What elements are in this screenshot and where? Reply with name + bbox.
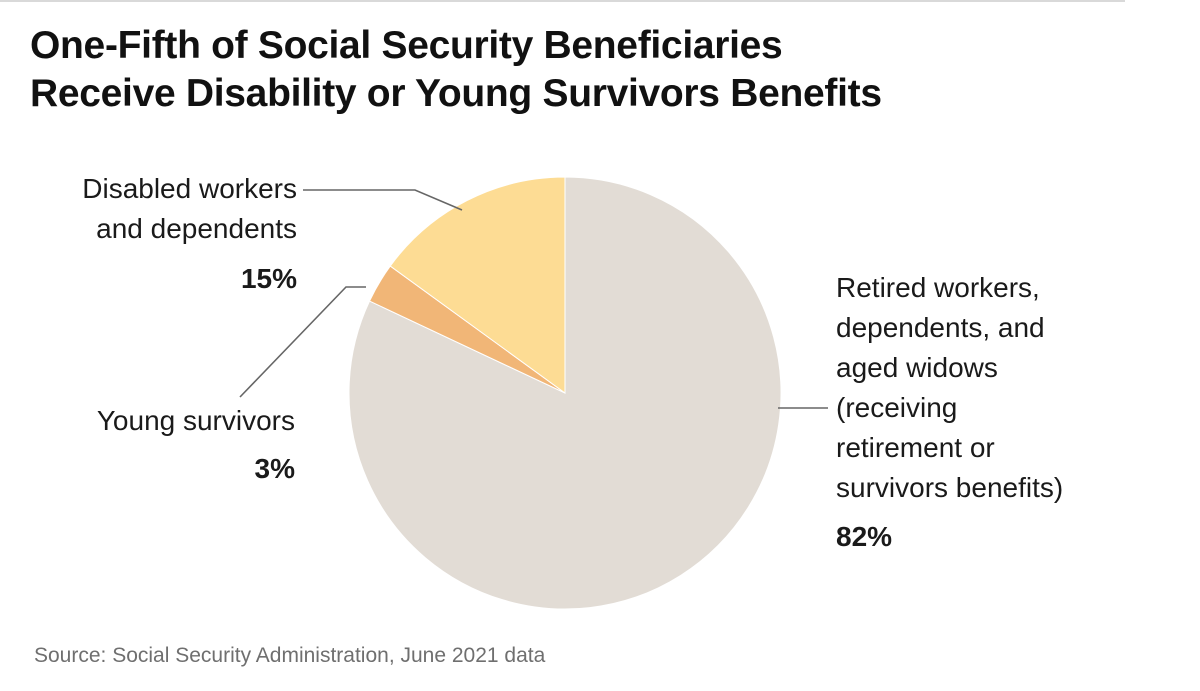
chart-title: One-Fifth of Social Security Beneficiari… — [30, 22, 1130, 118]
pie-slice-retired — [348, 176, 782, 610]
slice-label-line: survivors benefits) — [836, 472, 1063, 503]
slice-label-line: dependents, and — [836, 312, 1045, 343]
slice-label-line: Disabled workers — [82, 173, 297, 204]
slice-label-line: and dependents — [96, 213, 297, 244]
slice-label-line: retirement or — [836, 432, 995, 463]
chart-title-line-2: Receive Disability or Young Survivors Be… — [30, 72, 882, 115]
chart-title-line-1: One-Fifth of Social Security Beneficiari… — [30, 24, 783, 67]
slice-label-line: aged widows — [836, 352, 998, 383]
top-rule — [0, 0, 1125, 2]
source-note: Source: Social Security Administration, … — [34, 644, 546, 667]
slice-value-label-2: 15% — [241, 263, 297, 294]
leader-lines — [239, 189, 828, 409]
slice-label-2: Disabled workers and dependents — [82, 173, 297, 244]
slice-value-label-0: 82% — [836, 521, 892, 552]
slice-label-1: Young survivors — [97, 405, 295, 436]
slice-label-line: Retired workers, — [836, 272, 1040, 303]
leader-line-1 — [239, 286, 366, 398]
slice-label-line: Young survivors — [97, 405, 295, 436]
leader-line-2 — [303, 189, 463, 211]
pie-slices — [348, 176, 782, 610]
slice-label-0: Retired workers, dependents, and aged wido… — [836, 272, 1063, 503]
pie-slice-disabled — [389, 176, 566, 394]
slice-value-label-1: 3% — [255, 453, 296, 484]
slice-labels: Retired workers, dependents, and aged wido… — [82, 173, 1063, 552]
slice-label-line: (receiving — [836, 392, 957, 423]
